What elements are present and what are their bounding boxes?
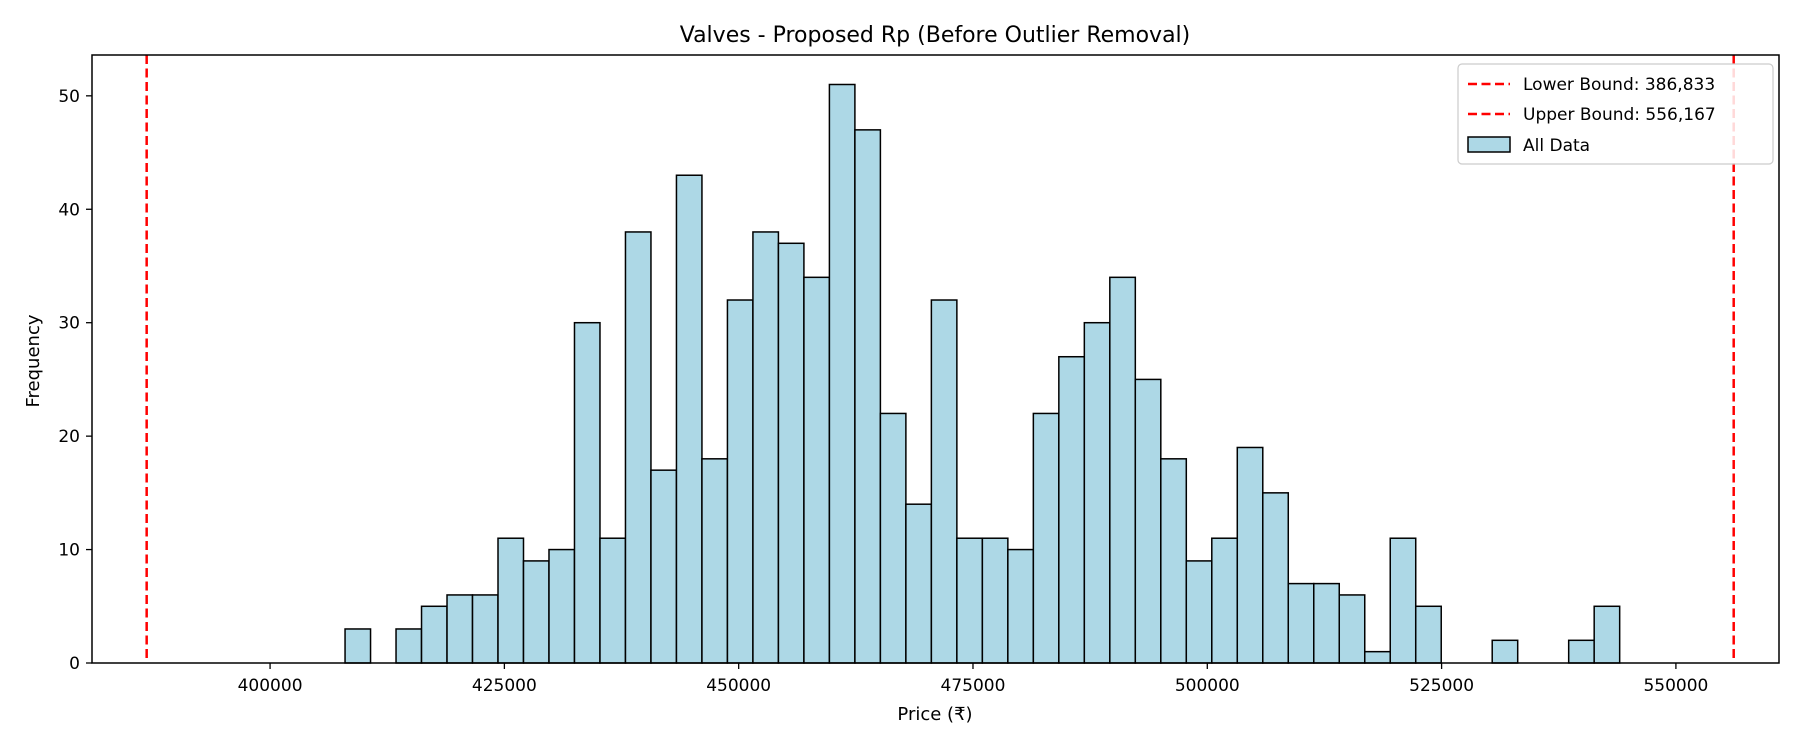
- histogram-bar: [752, 231, 780, 664]
- histogram-bar: [1058, 355, 1086, 664]
- x-tick-label: 500000: [1175, 676, 1240, 696]
- legend-all-data-swatch: [1467, 136, 1511, 153]
- histogram-bar: [1185, 560, 1213, 664]
- chart-title: Valves - Proposed Rp (Before Outlier Rem…: [680, 23, 1191, 48]
- histogram-bar: [522, 560, 550, 664]
- histogram-bar: [1313, 582, 1341, 664]
- histogram-bar: [879, 412, 907, 664]
- histogram-bar: [344, 628, 372, 664]
- histogram-bar: [803, 276, 831, 664]
- histogram-bar: [777, 242, 805, 664]
- x-tick-label: 400000: [238, 676, 303, 696]
- histogram-bar: [573, 321, 601, 664]
- histogram-bar: [1491, 639, 1519, 664]
- y-tick-label: 50: [58, 87, 80, 107]
- histogram-bar: [548, 548, 576, 664]
- legend-lower-bound-label: Lower Bound: 386,833: [1523, 75, 1715, 95]
- histogram-bar: [1211, 537, 1239, 664]
- histogram-bar: [1593, 605, 1621, 664]
- y-tick-label: 10: [58, 541, 80, 561]
- histogram-bar: [446, 594, 474, 664]
- y-tick-label: 40: [58, 200, 80, 220]
- x-axis-label: Price (₹): [897, 704, 972, 725]
- histogram-bar: [1134, 378, 1162, 664]
- y-axis-label: Frequency: [23, 314, 44, 407]
- histogram-bar: [1083, 321, 1111, 664]
- histogram-bar: [497, 537, 525, 664]
- histogram-bar: [1287, 582, 1315, 664]
- histogram-bar: [701, 458, 729, 664]
- x-axis-ticks: 400000 425000 450000 475000 500000 525000 5500…: [238, 663, 1708, 696]
- y-tick-label: 0: [69, 654, 80, 674]
- legend-upper-bound-label: Upper Bound: 556,167: [1523, 105, 1716, 125]
- histogram-bar: [471, 594, 499, 664]
- bars-group: [344, 83, 1621, 664]
- histogram-bar: [624, 231, 652, 664]
- histogram-bar: [675, 174, 703, 664]
- legend-box: [1457, 63, 1774, 165]
- legend: Lower Bound: 386,833 Upper Bound: 556,16…: [1457, 63, 1774, 165]
- y-axis-ticks: 0 10 20 30 40 50: [58, 87, 92, 674]
- histogram-bar: [1414, 605, 1442, 664]
- histogram-bar: [650, 469, 678, 664]
- histogram-bar: [1262, 492, 1290, 664]
- histogram-bar: [1338, 594, 1366, 664]
- histogram-bar: [420, 605, 448, 664]
- x-tick-label: 550000: [1643, 676, 1708, 696]
- histogram-bar: [1007, 548, 1035, 664]
- histogram-bar: [1109, 276, 1137, 664]
- x-tick-label: 450000: [706, 676, 771, 696]
- histogram-bar: [1389, 537, 1417, 664]
- y-tick-label: 20: [58, 427, 80, 447]
- histogram-bar: [1363, 650, 1391, 664]
- histogram-bar: [726, 299, 754, 664]
- histogram-bar: [956, 537, 984, 664]
- histogram-bar: [981, 537, 1009, 664]
- histogram-bar: [930, 299, 958, 664]
- x-tick-label: 475000: [941, 676, 1006, 696]
- plot-frame: [91, 54, 1780, 664]
- y-tick-label: 30: [58, 314, 80, 334]
- histogram-bar: [1160, 458, 1188, 664]
- histogram-bar: [599, 537, 627, 664]
- legend-all-data-label: All Data: [1523, 136, 1590, 156]
- histogram-bar: [1236, 446, 1264, 664]
- x-tick-label: 425000: [472, 676, 537, 696]
- histogram-bar: [854, 129, 882, 664]
- x-tick-label: 525000: [1409, 676, 1474, 696]
- histogram-bar: [1567, 639, 1595, 664]
- histogram-bar: [905, 503, 933, 664]
- histogram-bar: [828, 83, 856, 664]
- histogram-bar: [395, 628, 423, 664]
- histogram-bar: [1032, 412, 1060, 664]
